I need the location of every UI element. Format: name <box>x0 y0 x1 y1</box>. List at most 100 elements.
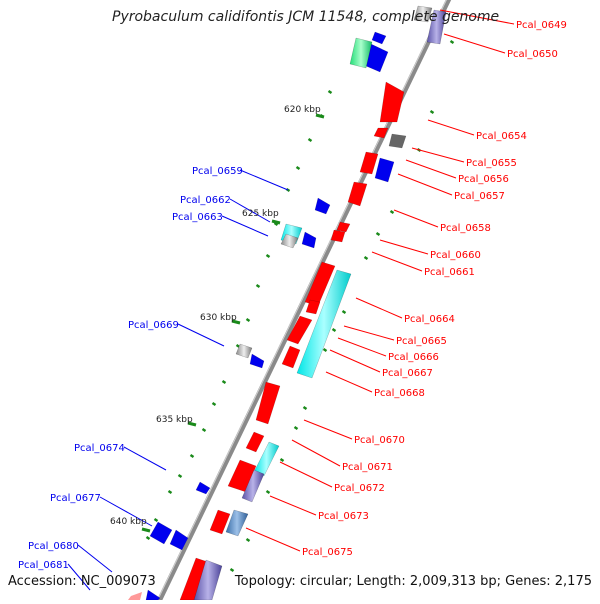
gene-features <box>128 5 447 601</box>
leader-line-pcal-0662 <box>229 198 271 223</box>
leader-line-pcal-0668 <box>325 371 373 393</box>
position-tick <box>177 473 183 479</box>
position-tick <box>273 221 279 227</box>
gene-label-pcal-0671[interactable]: Pcal_0671 <box>342 462 393 473</box>
gene-label-pcal-0661[interactable]: Pcal_0661 <box>424 267 475 278</box>
position-tick <box>189 453 195 459</box>
scale-label-630-kbp: 630 kbp <box>200 313 237 323</box>
position-tick <box>307 137 313 143</box>
forward-gene-feature <box>286 315 313 345</box>
position-tick <box>167 489 173 495</box>
scale-tick <box>315 113 325 119</box>
annotation-track-block <box>413 5 433 23</box>
gene-label-pcal-0657[interactable]: Pcal_0657 <box>454 191 505 202</box>
gene-labels: 620 kbp 625 kbp 630 kbp 635 kbp 640 kbp Pcal_… <box>18 20 567 571</box>
gene-label-pcal-0658[interactable]: Pcal_0658 <box>440 223 491 234</box>
gene-label-pcal-0670[interactable]: Pcal_0670 <box>354 435 405 446</box>
reverse-gene-feature <box>169 529 189 551</box>
forward-gene-feature <box>255 381 281 425</box>
gene-label-pcal-0672[interactable]: Pcal_0672 <box>334 483 385 494</box>
position-tick <box>145 535 151 541</box>
gene-label-pcal-0664[interactable]: Pcal_0664 <box>404 314 455 325</box>
scale-tick <box>187 421 197 427</box>
forward-gene-feature <box>359 151 379 175</box>
leader-line-pcal-0672 <box>279 461 333 488</box>
annotation-track-block <box>426 9 447 45</box>
reverse-gene-feature <box>249 353 265 369</box>
leader-line-pcal-0674 <box>123 446 167 471</box>
gene-label-pcal-0667[interactable]: Pcal_0667 <box>382 368 433 379</box>
gene-label-pcal-0669[interactable]: Pcal_0669 <box>128 320 179 331</box>
forward-gene-feature <box>245 431 265 453</box>
scale-tick <box>271 219 281 225</box>
position-tick <box>327 89 333 95</box>
gene-label-pcal-0665[interactable]: Pcal_0665 <box>396 336 447 347</box>
position-tick <box>201 427 207 433</box>
gene-label-pcal-0660[interactable]: Pcal_0660 <box>430 250 481 261</box>
gene-label-pcal-0656[interactable]: Pcal_0656 <box>458 174 509 185</box>
gene-label-pcal-0659[interactable]: Pcal_0659 <box>192 166 243 177</box>
reverse-gene-feature <box>374 157 395 183</box>
position-tick <box>265 253 271 259</box>
position-tick <box>279 457 285 463</box>
gene-label-pcal-0663[interactable]: Pcal_0663 <box>172 212 223 223</box>
forward-gene-feature <box>379 81 405 123</box>
position-tick <box>245 317 251 323</box>
leader-line-pcal-0663 <box>221 215 269 237</box>
position-tick <box>341 309 347 315</box>
leader-line-pcal-0675 <box>245 527 301 552</box>
gene-label-pcal-0654[interactable]: Pcal_0654 <box>476 131 527 142</box>
gene-label-pcal-0655[interactable]: Pcal_0655 <box>466 158 517 169</box>
annotation-track-block <box>253 441 280 477</box>
position-tick <box>255 283 261 289</box>
annotation-track-block <box>225 509 249 537</box>
leader-line-pcal-0655 <box>411 147 465 163</box>
gene-label-pcal-0675[interactable]: Pcal_0675 <box>302 547 353 558</box>
scale-label-625-kbp: 625 kbp <box>242 209 279 219</box>
gene-label-pcal-0666[interactable]: Pcal_0666 <box>388 352 439 363</box>
genome-title: Pyrobaculum calidifontis JCM 11548, comp… <box>112 9 500 25</box>
position-tick <box>302 405 308 411</box>
leader-line-pcal-0666 <box>337 337 387 357</box>
annotation-track-block <box>235 343 253 359</box>
leader-line-pcal-0664 <box>355 297 403 319</box>
gene-label-pcal-0662[interactable]: Pcal_0662 <box>180 195 231 206</box>
gene-label-pcal-0677[interactable]: Pcal_0677 <box>50 493 101 504</box>
forward-gene-feature <box>128 592 142 600</box>
annotation-track-block <box>241 469 265 503</box>
leader-line-pcal-0671 <box>291 439 341 467</box>
reverse-gene-feature <box>314 197 331 215</box>
forward-gene-feature <box>336 221 351 233</box>
scale-tick <box>231 319 241 325</box>
position-tick <box>153 517 159 523</box>
annotation-track-block <box>296 269 352 379</box>
gene-label-pcal-0649[interactable]: Pcal_0649 <box>516 20 567 31</box>
forward-gene-feature <box>388 133 407 149</box>
leader-line-pcal-0673 <box>269 495 317 516</box>
leader-line-pcal-0650 <box>443 33 506 54</box>
position-tick <box>229 567 235 573</box>
annotation-track-block <box>280 233 299 249</box>
position-tick <box>363 255 369 261</box>
position-tick <box>245 537 251 543</box>
reverse-gene-feature <box>371 31 387 45</box>
scale-label-635-kbp: 635 kbp <box>156 415 193 425</box>
scale-label-640-kbp: 640 kbp <box>110 517 147 527</box>
leader-line-pcal-0659 <box>239 169 289 191</box>
position-tick <box>295 165 301 171</box>
gene-label-pcal-0673[interactable]: Pcal_0673 <box>318 511 369 522</box>
leader-line-pcal-0657 <box>397 173 453 196</box>
gene-label-pcal-0681[interactable]: Pcal_0681 <box>18 560 69 571</box>
position-tick <box>331 327 337 333</box>
gene-label-pcal-0680[interactable]: Pcal_0680 <box>28 541 79 552</box>
reverse-gene-feature <box>149 521 173 545</box>
leader-line-pcal-0661 <box>371 251 423 272</box>
gene-label-pcal-0650[interactable]: Pcal_0650 <box>507 49 558 60</box>
gene-label-pcal-0674[interactable]: Pcal_0674 <box>74 443 125 454</box>
genome-backbone <box>154 0 452 604</box>
scale-label-620-kbp: 620 kbp <box>284 105 321 115</box>
gene-label-pcal-0668[interactable]: Pcal_0668 <box>374 388 425 399</box>
leader-line-pcal-0667 <box>329 349 381 373</box>
leader-line-pcal-0677 <box>99 496 153 527</box>
leader-line-pcal-0681 <box>67 563 91 591</box>
